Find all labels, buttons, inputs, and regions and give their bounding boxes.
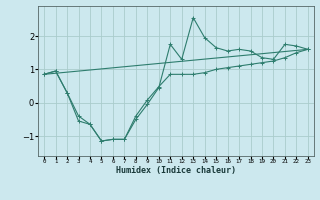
X-axis label: Humidex (Indice chaleur): Humidex (Indice chaleur) — [116, 166, 236, 175]
